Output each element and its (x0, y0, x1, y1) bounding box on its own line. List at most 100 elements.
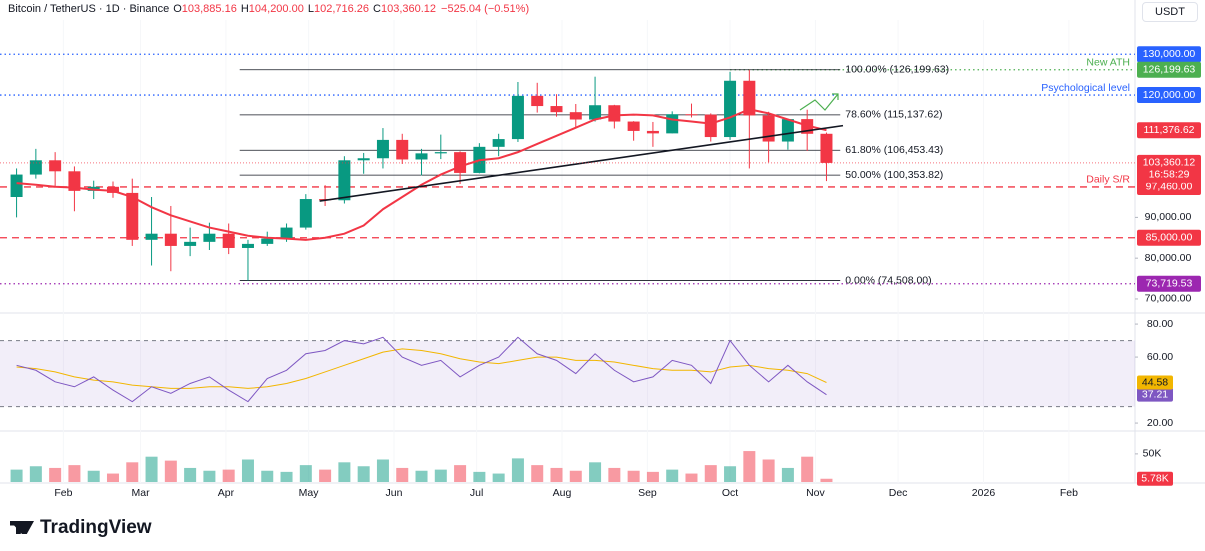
price-badge (1137, 61, 1201, 78)
y-tick-label: 50K (1143, 448, 1162, 460)
symbol: Bitcoin / TetherUS · 1D · Binance (8, 3, 170, 15)
level-note: Psychological level (1041, 82, 1130, 94)
x-tick-label: Aug (553, 487, 572, 499)
y-tick-label: 80,000.00 (1145, 252, 1192, 264)
price-badge-label: 126,199.63 (1143, 64, 1196, 76)
volume-bar (164, 460, 177, 482)
y-tick-label: 60.00 (1147, 351, 1173, 363)
candle-body (646, 130, 659, 134)
rsi-badge (1137, 387, 1173, 402)
countdown: 16:58:29 (1149, 169, 1190, 181)
candle-body (724, 80, 737, 138)
candle-body (184, 241, 197, 246)
price-badge-label: 111,376.62 (1144, 124, 1195, 136)
volume-bar (280, 471, 293, 482)
volume-bar (724, 466, 737, 482)
volume-bar (473, 471, 486, 482)
candle-body (376, 139, 389, 159)
ohlc-key: O (173, 3, 182, 15)
candle-body (261, 238, 274, 244)
trendline (319, 124, 844, 202)
y-tick-label: 70,000.00 (1145, 293, 1192, 305)
projection-arrow (799, 93, 839, 111)
x-tick-label: Apr (218, 487, 235, 499)
x-tick-label: Oct (722, 487, 738, 499)
price-badge-label: 85,000.00 (1146, 232, 1193, 244)
volume-badge (1137, 471, 1173, 486)
x-tick-label: Jul (470, 487, 483, 499)
price-badge (1137, 46, 1201, 63)
x-tick-label: Nov (806, 487, 825, 499)
volume-bar (415, 470, 428, 482)
x-tick-label: May (299, 487, 320, 499)
volume-bar (106, 473, 119, 482)
fib-label: 78.60% (115,137.62) (845, 109, 942, 121)
volume-bar (29, 466, 42, 482)
rsi-line (16, 336, 827, 403)
volume-bar (820, 478, 833, 482)
ohlc-value: 103,360.12 (380, 3, 437, 15)
candle-body (357, 158, 370, 161)
price-badge-label: 73,719.53 (1146, 278, 1193, 290)
volume-bar (184, 467, 197, 482)
volume-badge-label: 5.78K (1141, 473, 1168, 485)
sma-line (16, 108, 827, 241)
price-badge (1137, 122, 1201, 139)
ohlc-value: 103,885.16 (181, 3, 237, 15)
x-tick-label: Sep (638, 487, 657, 499)
volume-bar (87, 470, 100, 482)
ohlc-key: C (373, 3, 381, 15)
brand-logo: TradingView (10, 517, 152, 539)
x-tick-label: 2026 (972, 487, 996, 499)
volume-bar (10, 469, 23, 482)
candle-body (164, 233, 177, 246)
volume-bar (357, 466, 370, 482)
candle-body (492, 139, 505, 147)
candle-body (126, 192, 139, 240)
candle-body (299, 199, 312, 228)
price-change: −525.04 (−0.51%) (441, 3, 530, 15)
volume-bar (743, 451, 756, 482)
volume-bar (608, 467, 621, 482)
candle-body (608, 105, 621, 122)
candle-body (222, 233, 235, 248)
price-badge-label: 120,000.00 (1143, 89, 1196, 101)
candle-body (415, 153, 428, 160)
volume-bar (454, 465, 467, 482)
candle-body (241, 243, 254, 248)
volume-bar (145, 456, 158, 482)
ohlc-value: 102,716.26 (313, 3, 370, 15)
volume-bar (627, 470, 640, 482)
candle-body (743, 80, 756, 116)
symbol-header: Bitcoin / TetherUS · 1D · Binance O103,88… (8, 3, 529, 15)
volume-bar (550, 467, 563, 482)
x-tick-label: Feb (54, 487, 72, 499)
candle-body (589, 105, 602, 120)
fib-label: 61.80% (106,453.43) (845, 144, 943, 156)
candle-body (531, 95, 544, 107)
volume-bar (666, 469, 679, 482)
candle-body (569, 112, 582, 120)
candle-body (280, 227, 293, 239)
volume-bar (646, 471, 659, 482)
ohlc-key: L (307, 3, 314, 15)
price-badge (1137, 229, 1201, 246)
candle-body (454, 152, 467, 173)
price-badge (1137, 275, 1201, 292)
candle-body (511, 95, 524, 140)
currency-button[interactable]: USDT (1142, 2, 1198, 22)
volume-bar (762, 459, 775, 482)
level-note: Daily S/R (1086, 174, 1130, 186)
fib-label: 100.00% (126,199.63) (845, 64, 949, 76)
price-badge-label: 97,460.00 (1146, 181, 1193, 193)
candle-body (203, 233, 216, 242)
rsi-band (0, 340, 1135, 407)
candle-body (550, 106, 563, 113)
level-note: New ATH (1086, 57, 1130, 69)
candle-body (396, 139, 409, 160)
volume-bar (589, 462, 602, 482)
volume-bar (685, 473, 698, 482)
y-tick-label: 20.00 (1147, 417, 1173, 429)
